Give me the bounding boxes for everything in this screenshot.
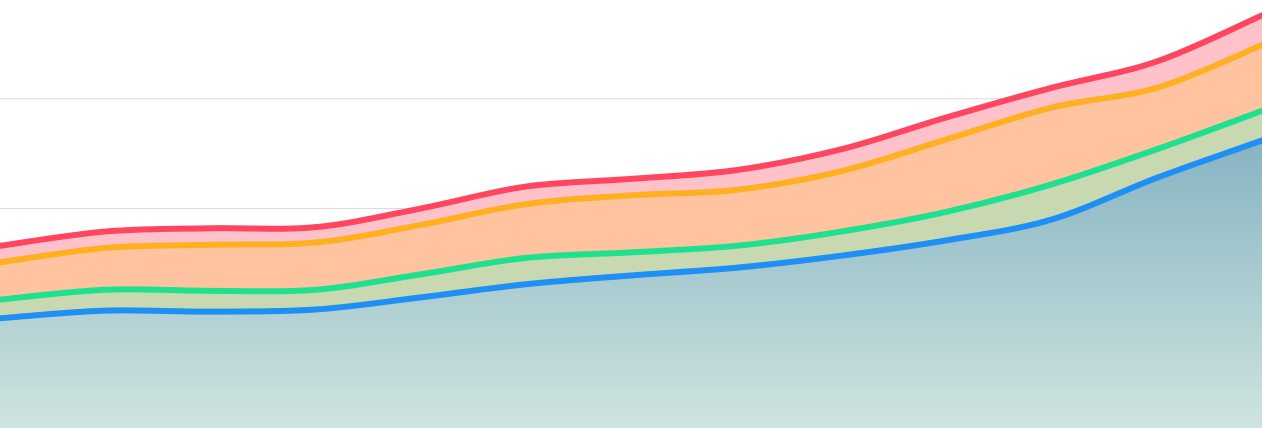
line <box>0 137 1262 322</box>
line <box>0 12 1262 249</box>
area <box>0 110 1262 319</box>
line <box>0 41 1262 266</box>
area <box>0 15 1262 263</box>
line <box>0 107 1262 303</box>
area <box>0 44 1262 300</box>
area <box>0 140 1262 428</box>
